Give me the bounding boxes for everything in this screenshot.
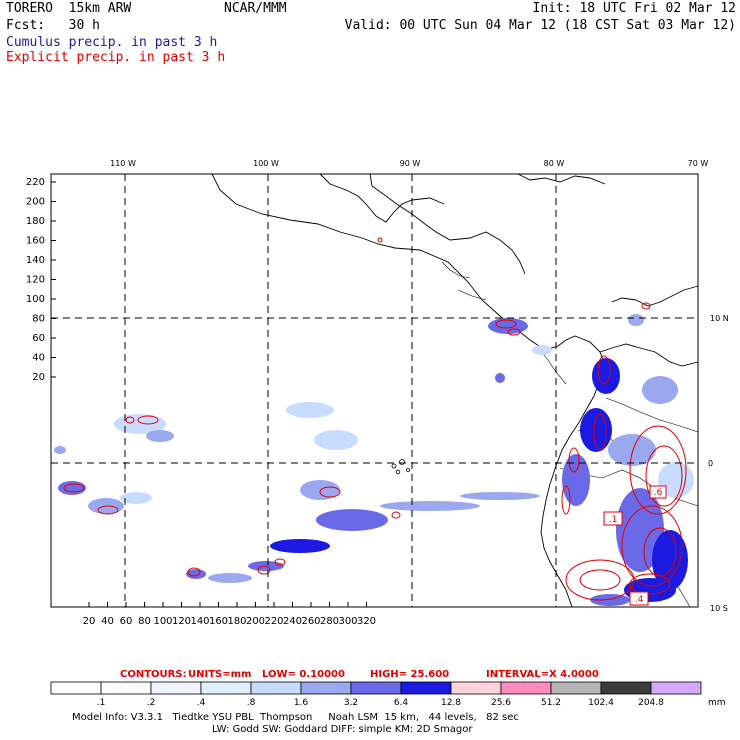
colorbar-swatch: [150, 681, 202, 695]
x-tick-label: 60: [120, 616, 133, 627]
colorbar-swatches: [50, 681, 702, 695]
colorbar-swatch: [400, 681, 452, 695]
contours-units: UNITS=mm: [188, 669, 251, 680]
contours-label: CONTOURS:: [120, 669, 187, 680]
x-tick-label: 180: [227, 616, 246, 627]
x-tick-label: 80: [138, 616, 151, 627]
valid-time: Valid: 00 UTC Sun 04 Mar 12 (18 CST Sat …: [344, 18, 736, 33]
contours-high: HIGH= 25.600: [370, 669, 449, 680]
galapagos-islands: [391, 459, 410, 475]
x-tick-label: 20: [83, 616, 96, 627]
colorbar-label: 51.2: [541, 698, 561, 708]
x-tick-label: 120: [172, 616, 191, 627]
organization: NCAR/MMM: [224, 1, 287, 16]
x-tick-label: 220: [264, 616, 283, 627]
map-frame: [50, 173, 699, 608]
colorbar-swatch: [50, 681, 102, 695]
x-tick-label: 300: [338, 616, 357, 627]
x-tick-label: 100: [153, 616, 172, 627]
lat-label: 10 S: [710, 604, 728, 613]
colorbar-label: .4: [197, 698, 206, 708]
colorbar-label: 12.8: [441, 698, 461, 708]
explicit-precip-contours: [63, 237, 687, 601]
y-tick-label: 60: [32, 333, 45, 344]
colorbar-swatch: [450, 681, 502, 695]
model-name: TORERO 15km ARW: [6, 1, 132, 16]
y-tick-label: 100: [26, 294, 45, 305]
lon-label: 90 W: [400, 159, 421, 168]
contour-labels: .6 .1 .4: [603, 485, 667, 606]
model-physics: LW: Godd SW: Goddard DIFF: simple KM: 2D…: [212, 724, 473, 735]
colorbar-swatch: [650, 681, 702, 695]
coastlines: [211, 173, 699, 608]
colorbar-swatch: [550, 681, 602, 695]
colorbar-swatch: [600, 681, 652, 695]
y-tick-label: 160: [26, 236, 45, 247]
init-time: Init: 18 UTC Fri 02 Mar 12: [532, 1, 737, 16]
colorbar-label: .1: [97, 698, 106, 708]
contours-interval: INTERVAL=X 4.0000: [486, 669, 599, 680]
colorbar-labels: .1 .2 .4 .8 1.6 3.2 6.4 12.8 25.6 51.2 102.4 204.8: [97, 698, 664, 708]
contour-label: .4: [635, 595, 644, 605]
x-axis-ticks: 20 40 60 80 100 120 140 160 180 200 220 240 260 280 30…: [83, 602, 376, 627]
lon-label: 100 W: [253, 159, 279, 168]
x-tick-label: 160: [209, 616, 228, 627]
colorbar: .1.2.4.8 1.6 3.2 6.4 12.8 25.6 51.2 102.4 204.8 …: [50, 681, 726, 708]
y-tick-label: 80: [32, 314, 45, 325]
forecast-hour: Fcst: 30 h: [6, 18, 100, 33]
lat-label: 0: [708, 459, 713, 468]
cumulus-legend: Cumulus precip. in past 3 h: [6, 35, 218, 50]
contours-info: CONTOURS: UNITS=mm LOW= 0.10000 HIGH= 25…: [120, 669, 599, 680]
colorbar-label: 102.4: [588, 698, 614, 708]
colorbar-swatch: [300, 681, 352, 695]
y-tick-label: 120: [26, 275, 45, 286]
y-axis-ticks: 220 200 180 160 140 120 100 80 60 40 20: [26, 177, 56, 383]
x-tick-label: 320: [357, 616, 376, 627]
contour-label: .1: [609, 515, 618, 525]
x-tick-label: 280: [320, 616, 339, 627]
colorbar-swatch: [100, 681, 152, 695]
contour-label: .6: [654, 488, 663, 498]
y-tick-label: 180: [26, 216, 45, 227]
colorbar-label: .2: [147, 698, 156, 708]
y-tick-label: 200: [26, 197, 45, 208]
lon-label: 110 W: [110, 159, 136, 168]
lon-label: 70 W: [688, 159, 709, 168]
y-tick-label: 140: [26, 255, 45, 266]
y-tick-label: 220: [26, 177, 45, 188]
colorbar-label: 25.6: [491, 698, 511, 708]
colorbar-label: .8: [247, 698, 256, 708]
y-tick-label: 20: [32, 372, 45, 383]
colorbar-label: 204.8: [638, 698, 664, 708]
x-tick-label: 200: [246, 616, 265, 627]
colorbar-swatch: [350, 681, 402, 695]
colorbar-swatch: [200, 681, 252, 695]
model-info: Model Info: V3.3.1 Tiedtke YSU PBL Thomp…: [72, 712, 519, 723]
x-tick-label: 140: [190, 616, 209, 627]
x-tick-label: 40: [101, 616, 114, 627]
y-tick-label: 40: [32, 353, 45, 364]
colorbar-swatch: [250, 681, 302, 695]
explicit-legend: Explicit precip. in past 3 h: [6, 50, 226, 65]
colorbar-label: 1.6: [294, 698, 309, 708]
lon-label: 80 W: [544, 159, 565, 168]
latlon-grid: [51, 174, 698, 607]
x-tick-label: 260: [301, 616, 320, 627]
colorbar-label: 6.4: [394, 698, 409, 708]
colorbar-swatch: [500, 681, 552, 695]
contours-low: LOW= 0.10000: [262, 669, 345, 680]
colorbar-label: 3.2: [344, 698, 358, 708]
x-tick-label: 240: [283, 616, 302, 627]
lat-label: 10 N: [710, 314, 729, 323]
colorbar-units: mm: [708, 698, 726, 708]
